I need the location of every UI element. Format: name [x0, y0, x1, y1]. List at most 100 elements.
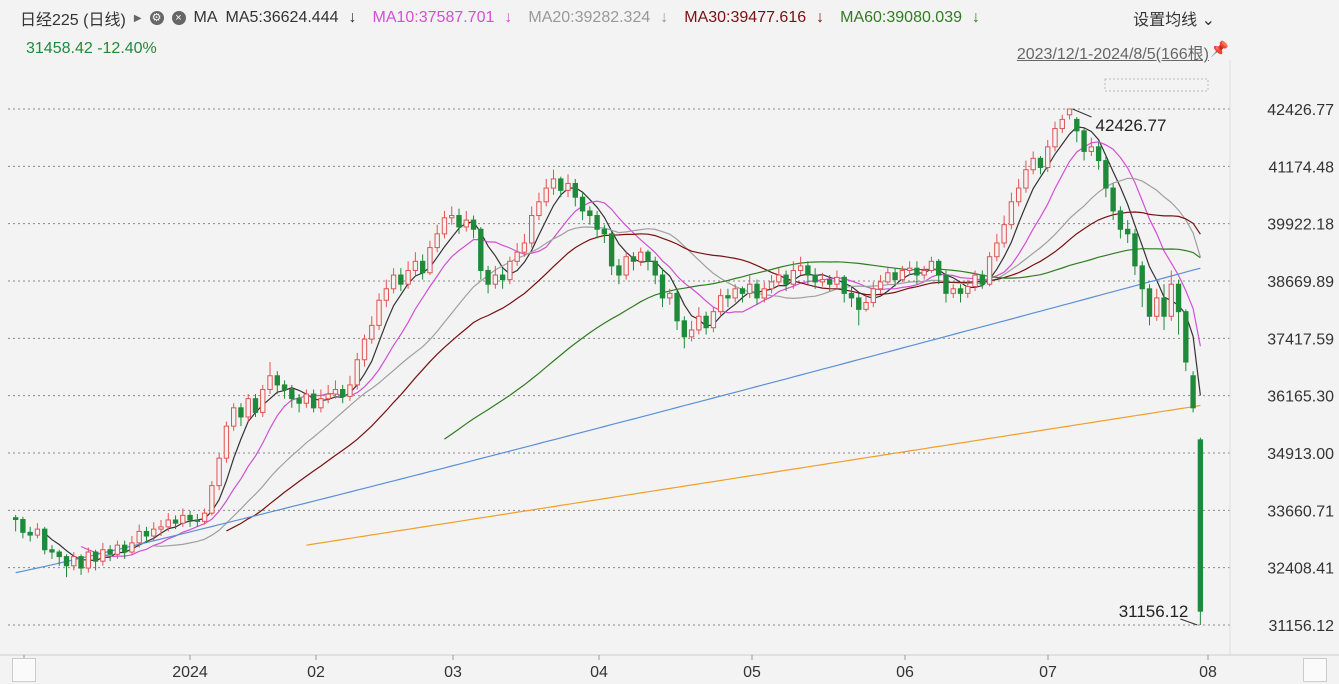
candle: [201, 508, 208, 525]
candle: [717, 288, 724, 317]
candle-body: [289, 388, 295, 400]
expand-triangle-icon[interactable]: ▶: [133, 12, 142, 24]
candle: [536, 192, 542, 221]
scroll-right-button[interactable]: [1303, 658, 1327, 682]
ma10-value: MA10:37587.701 ↓: [373, 9, 521, 27]
candle-body: [92, 551, 99, 562]
candle: [747, 275, 753, 298]
candle-body: [1015, 187, 1022, 203]
candle: [885, 268, 891, 285]
candle-body: [1117, 210, 1124, 230]
y-tick-label: 33660.71: [1267, 503, 1334, 520]
candle: [27, 526, 33, 542]
candle: [347, 375, 353, 401]
candle: [979, 270, 985, 289]
candle: [405, 261, 411, 289]
candle-body: [805, 265, 811, 276]
candle: [688, 320, 695, 342]
candle-body: [267, 375, 273, 390]
candle: [739, 286, 746, 303]
candle-body: [107, 549, 113, 555]
candle: [369, 316, 375, 344]
candle-body: [165, 519, 171, 528]
gear-icon[interactable]: ⚙: [149, 11, 164, 25]
candle: [12, 514, 19, 532]
candle-body: [601, 228, 608, 235]
ma20-value: MA20:39282.324 ↓: [528, 9, 676, 27]
candle: [260, 384, 266, 417]
candle: [957, 284, 964, 303]
candle: [1168, 270, 1174, 321]
x-tick-label: 08: [1199, 664, 1217, 681]
candle: [681, 316, 687, 349]
candle: [783, 270, 789, 292]
candle-body: [20, 519, 26, 533]
candle: [238, 403, 244, 427]
candle: [281, 380, 288, 399]
candle: [1015, 178, 1022, 207]
candle: [390, 268, 397, 294]
candle: [558, 176, 564, 198]
candle: [768, 275, 775, 294]
candle-body: [1139, 265, 1145, 290]
candle: [529, 206, 535, 248]
candle: [841, 275, 847, 303]
candle-body: [790, 269, 797, 285]
candle: [180, 508, 186, 527]
candle: [100, 542, 106, 566]
ma5-line: [44, 126, 1201, 562]
candle: [754, 279, 760, 305]
candle: [172, 515, 179, 530]
candle: [42, 526, 48, 555]
candle-body: [143, 530, 150, 537]
high-pointer: [1072, 108, 1092, 118]
candle: [1001, 215, 1007, 248]
x-tick-label: 06: [896, 664, 914, 681]
candle-body: [681, 320, 687, 338]
candle-body: [332, 388, 339, 395]
candle-body: [1066, 108, 1073, 116]
candle-body: [187, 514, 193, 521]
candle-body: [376, 299, 382, 326]
candle: [449, 206, 455, 225]
candle-body: [1008, 201, 1015, 226]
candle-body: [151, 528, 157, 537]
candle-body: [1190, 375, 1196, 409]
candle-body: [630, 256, 637, 262]
candle: [267, 362, 273, 395]
ma10-text: MA10:37587.701: [372, 9, 495, 26]
ma-settings-button[interactable]: 设置均线 ⌄: [1133, 6, 1215, 30]
moving-average-lines: [15, 126, 1201, 574]
y-tick-label: 42426.77: [1267, 102, 1334, 119]
candle: [485, 265, 491, 294]
date-range[interactable]: 2023/12/1-2024/8/5(166根): [1016, 46, 1209, 63]
candle-body: [1081, 130, 1087, 152]
ma250-line: [306, 404, 1201, 546]
pin-icon[interactable]: 📌: [1210, 41, 1229, 58]
candle-body: [1045, 146, 1051, 168]
instrument-title[interactable]: 日经225 (日线): [20, 12, 126, 29]
ma5-down-arrow-icon: ↓: [348, 9, 357, 26]
candle: [92, 549, 99, 571]
candle-body: [78, 556, 84, 569]
candle: [986, 252, 993, 287]
x-tick-label: 2024: [172, 664, 208, 681]
candle-body: [449, 215, 455, 219]
candle: [732, 284, 738, 303]
candle-body: [957, 288, 964, 294]
candle: [776, 268, 782, 287]
candle-body: [463, 219, 469, 228]
candle: [398, 268, 404, 292]
candle: [630, 252, 637, 271]
scroll-left-button[interactable]: [12, 658, 36, 682]
candle-body: [310, 393, 317, 409]
close-icon[interactable]: ×: [171, 11, 186, 25]
y-tick-label: 36165.30: [1267, 389, 1334, 406]
ma60-value: MA60:39080.039 ↓: [840, 9, 988, 27]
candle: [1125, 220, 1131, 243]
ma60-text: MA60:39080.039: [840, 9, 962, 26]
candle-body: [848, 292, 855, 299]
candle-body: [499, 274, 506, 281]
x-tick-label: 03: [444, 664, 462, 681]
